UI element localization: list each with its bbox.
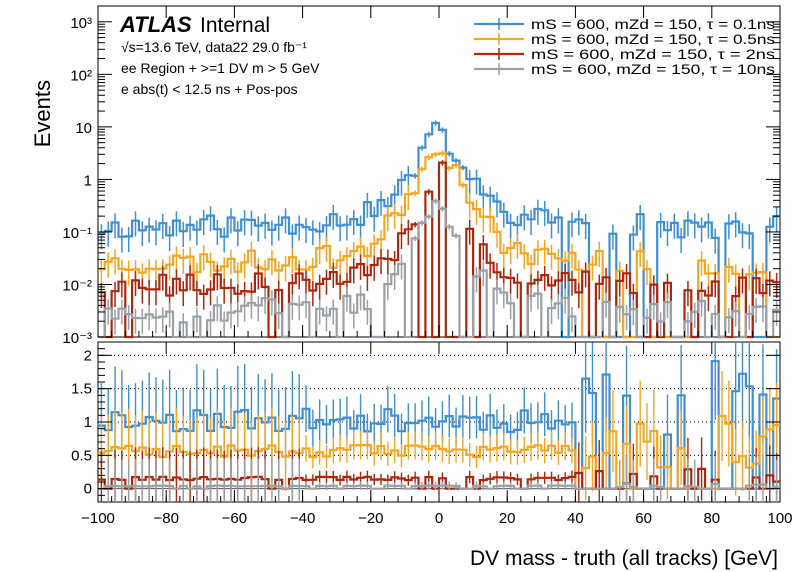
info-line-energy: √s=13.6 TeV, data22 29.0 fb⁻¹ xyxy=(121,39,307,55)
x-tick-label: 80 xyxy=(703,510,720,527)
ratio-y-tick-label: 2 xyxy=(84,347,92,364)
x-tick-label: 60 xyxy=(635,510,652,527)
top-histogram-0 xyxy=(98,121,780,339)
y-axis-label: Events xyxy=(30,80,55,147)
ratio-y-ticks: 0 0.5 1 1.5 2 xyxy=(71,347,780,498)
top-y-tick-label: 10 xyxy=(75,120,92,137)
top-histogram-1 xyxy=(98,152,780,339)
atlas-status-label: Internal xyxy=(200,14,270,37)
top-histogram-3 xyxy=(98,200,780,339)
x-tick-label: 20 xyxy=(499,510,516,527)
x-tick-label: −80 xyxy=(153,510,178,527)
legend-label-1: mS = 600, mZd = 150, τ = 0.5ns xyxy=(531,31,775,47)
info-line-selection: e abs(t) < 12.5 ns + Pos-pos xyxy=(121,81,298,97)
ratio-y-tick-label: 1.5 xyxy=(71,381,92,398)
ratio-histogram-0 xyxy=(98,360,780,490)
legend-label-2: mS = 600, mZd = 150, τ = 2ns xyxy=(531,46,775,62)
x-ticks: −100 −80 −60 −40 −20 0 20 40 60 80 100 xyxy=(81,6,793,527)
top-series-group xyxy=(98,120,780,339)
x-tick-label: 40 xyxy=(567,510,584,527)
ratio-y-tick-label: 0 xyxy=(84,481,92,498)
atlas-experiment-label: ATLAS xyxy=(119,12,192,37)
ratio-y-tick-label: 0.5 xyxy=(71,447,92,464)
legend-label-0: mS = 600, mZd = 150, τ = 0.1ns xyxy=(531,16,775,32)
legend-label-3: mS = 600, mZd = 150, τ = 10ns xyxy=(531,61,775,77)
x-tick-label: 100 xyxy=(767,510,792,527)
top-y-tick-label: 10⁻¹ xyxy=(62,225,92,242)
x-tick-label: 0 xyxy=(435,510,443,527)
x-tick-label: −100 xyxy=(81,510,115,527)
top-y-tick-label: 1 xyxy=(84,172,92,189)
top-y-tick-label: 10⁻³ xyxy=(62,330,92,347)
top-y-tick-label: 10⁻² xyxy=(62,277,92,294)
top-y-tick-label: 10³ xyxy=(70,15,92,32)
top-y-ticks: 10⁻³ 10⁻² 10⁻¹ 1 10 10² 10³ xyxy=(62,15,780,347)
ratio-series-group xyxy=(98,342,780,502)
x-tick-label: −40 xyxy=(290,510,315,527)
info-line-region: ee Region + >=1 DV m > 5 GeV xyxy=(121,60,320,76)
atlas-label: ATLAS Internal √s=13.6 TeV, data22 29.0 … xyxy=(119,12,320,97)
x-tick-label: −20 xyxy=(358,510,383,527)
top-histogram-2 xyxy=(98,161,780,339)
ratio-y-tick-label: 1 xyxy=(84,414,92,431)
top-y-tick-label: 10² xyxy=(70,67,92,84)
ratio-histogram-3 xyxy=(98,482,780,490)
x-tick-label: −60 xyxy=(222,510,247,527)
x-axis-label: DV mass - truth (all tracks) [GeV] xyxy=(470,547,778,570)
